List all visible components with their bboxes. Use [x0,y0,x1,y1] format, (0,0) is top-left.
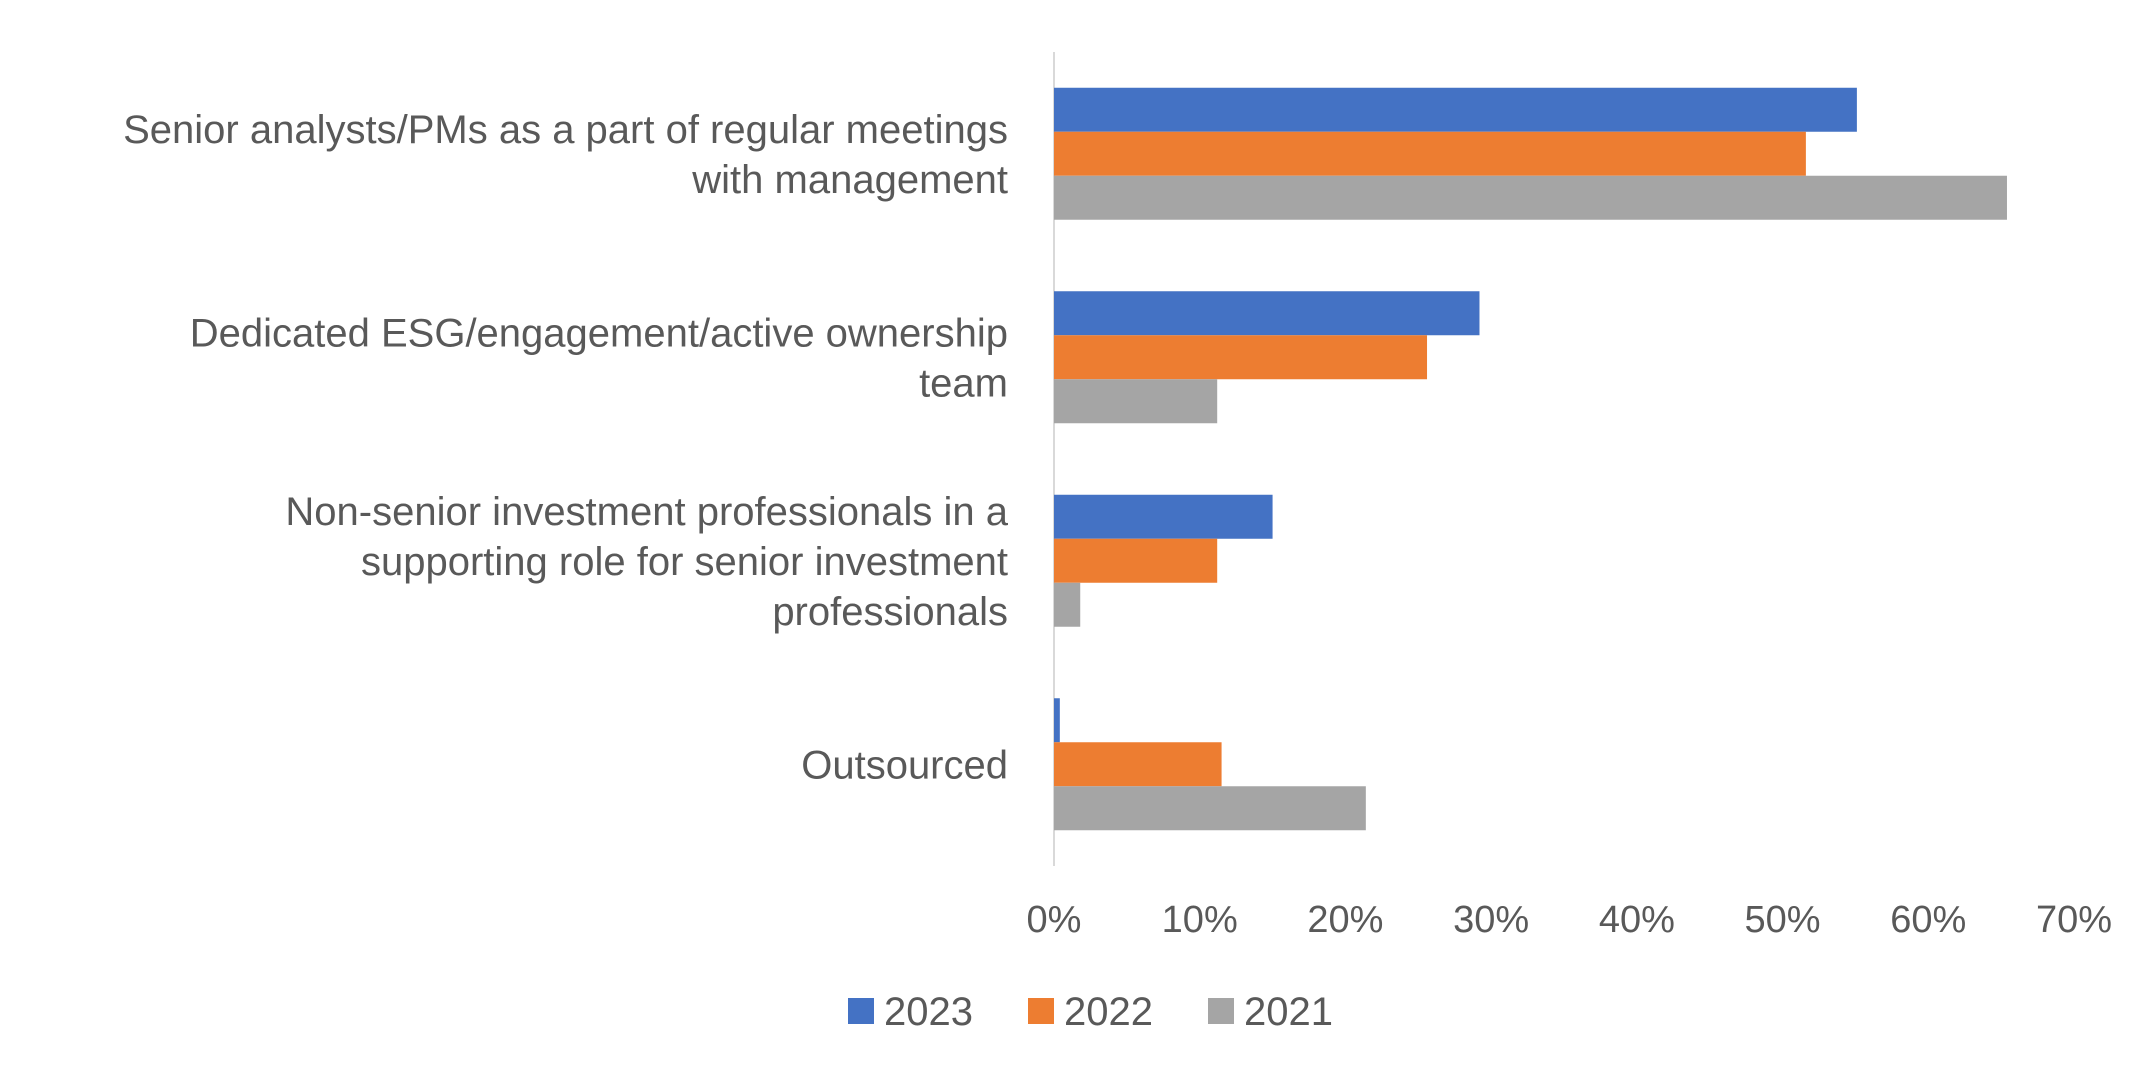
x-tick-label: 40% [1599,899,1675,941]
x-tick-label: 60% [1890,899,1966,941]
x-tick-label: 20% [1307,899,1383,941]
bar-2021-0 [1054,175,2007,220]
legend-swatch-2022 [1028,998,1054,1024]
category-label: Senior analysts/PMs as a part of regular… [123,108,1008,152]
bar-2023-0 [1054,87,1857,132]
category-label: Dedicated ESG/engagement/active ownershi… [190,311,1008,355]
x-tick-label: 30% [1453,899,1529,941]
category-label: Outsourced [801,743,1008,787]
legend-label: 2021 [1244,990,1333,1034]
category-label: professionals [772,590,1008,634]
legend-label: 2022 [1064,990,1153,1034]
bar-2023-1 [1054,291,1480,336]
bar-2021-2 [1054,582,1081,627]
category-label: with management [691,158,1008,202]
bar-2022-1 [1054,335,1428,380]
x-tick-label: 50% [1745,899,1821,941]
legend-label: 2023 [884,990,973,1034]
bar-2023-3 [1054,698,1060,743]
category-label: team [919,361,1008,405]
bar-2022-3 [1054,742,1222,787]
bar-2022-2 [1054,538,1218,583]
category-label: supporting role for senior investment [361,540,1008,584]
x-tick-label: 10% [1162,899,1238,941]
legend-swatch-2023 [848,998,874,1024]
x-tick-label: 70% [2036,899,2112,941]
category-label: Non-senior investment professionals in a [285,490,1008,534]
bar-2023-2 [1054,494,1273,539]
legend-swatch-2021 [1208,998,1234,1024]
bar-2021-1 [1054,379,1218,424]
x-tick-label: 0% [1027,899,1082,941]
bar-2021-3 [1054,786,1366,831]
bar-2022-0 [1054,131,1806,176]
